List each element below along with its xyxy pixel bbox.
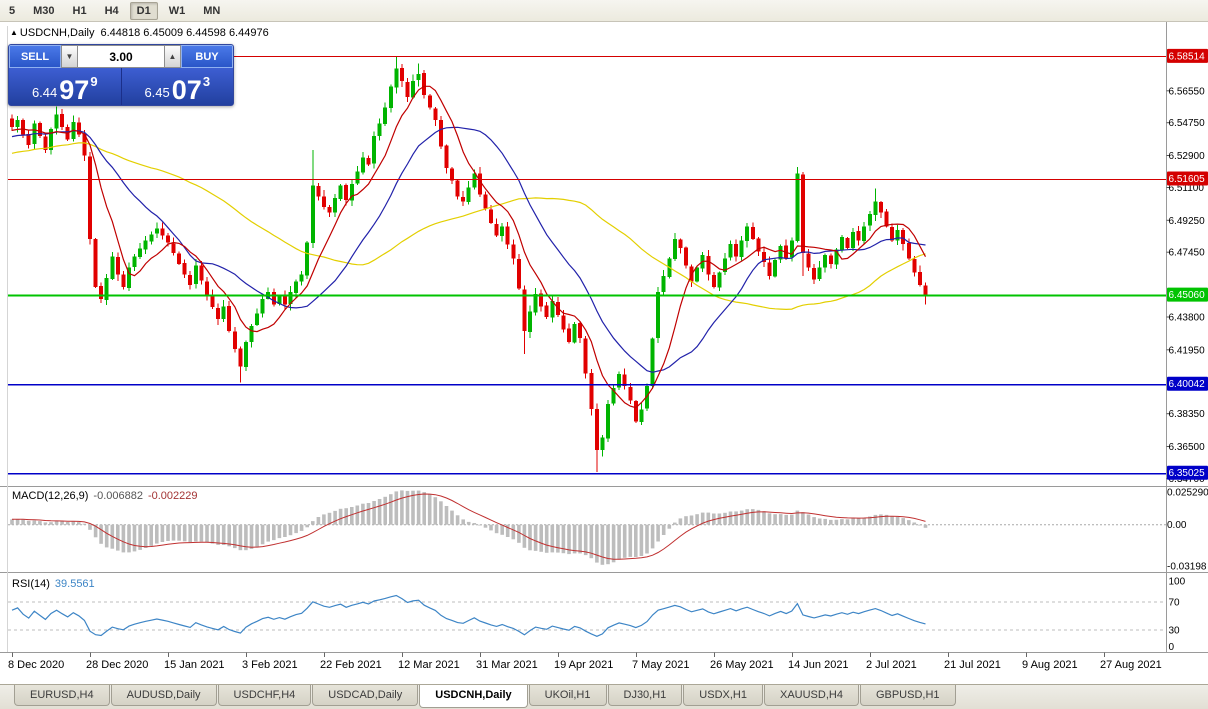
svg-text:31 Mar 2021: 31 Mar 2021 [476,659,538,671]
moving-averages-layer [11,85,927,409]
timeframe-button-m30[interactable]: M30 [26,2,61,20]
svg-text:28 Dec 2020: 28 Dec 2020 [86,659,148,671]
svg-text:30: 30 [1169,626,1181,637]
svg-text:6.35025: 6.35025 [1169,468,1206,479]
svg-text:6.52900: 6.52900 [1169,151,1206,162]
svg-text:15 Jan 2021: 15 Jan 2021 [164,659,225,671]
svg-text:100: 100 [1169,577,1186,588]
svg-text:12 Mar 2021: 12 Mar 2021 [398,659,460,671]
svg-text:6.45060: 6.45060 [1169,290,1206,301]
svg-text:6.38350: 6.38350 [1169,409,1206,420]
svg-text:-0.03198: -0.03198 [1167,562,1207,573]
timeframe-button-d1[interactable]: D1 [129,1,158,20]
trade-panel-controls-row: SELL ▼ 3.00 ▲ BUY [9,45,233,68]
svg-text:6.51100: 6.51100 [1169,183,1205,194]
chart-title: ▲ USDCNH,Daily 6.44818 6.45009 6.44598 6.4… [10,27,269,39]
macd-indicator-label: MACD(12,26,9) -0.006882 -0.002229 [12,490,198,502]
svg-text:6.49250: 6.49250 [1169,216,1206,227]
timeframe-button-w1[interactable]: W1 [162,2,193,20]
one-click-trade-panel: SELL ▼ 3.00 ▲ BUY 6.44 97 9 6.45 07 3 [8,44,234,106]
svg-text:27 Aug 2021: 27 Aug 2021 [1100,659,1162,671]
svg-text:19 Apr 2021: 19 Apr 2021 [554,659,613,671]
sell-price-prefix: 6.44 [31,85,58,100]
svg-text:6.43800: 6.43800 [1169,313,1206,324]
lot-increase-button[interactable]: ▲ [164,45,181,68]
svg-text:0.00: 0.00 [1167,520,1187,531]
svg-text:6.47450: 6.47450 [1169,248,1206,259]
tab-xauusd-h4[interactable]: XAUUSD,H4 [763,685,859,706]
chart-background [0,22,1208,684]
tab-usdcad-daily[interactable]: USDCAD,Daily [312,685,419,706]
lot-decrease-button[interactable]: ▼ [61,45,78,68]
svg-text:6.56550: 6.56550 [1169,86,1206,97]
svg-text:7 May 2021: 7 May 2021 [632,659,689,671]
timeframe-button-h4[interactable]: H4 [98,2,126,20]
macd-name: MACD(12,26,9) [12,490,89,502]
rsi-name: RSI(14) [12,578,50,590]
svg-text:6.40042: 6.40042 [1169,379,1206,390]
svg-text:6.54750: 6.54750 [1169,118,1206,129]
chart-ohlc-values: 6.44818 6.45009 6.44598 6.44976 [100,27,269,39]
trade-panel-prices-row: 6.44 97 9 6.45 07 3 [9,68,233,105]
tab-audusd-daily[interactable]: AUDUSD,Daily [110,685,217,706]
sell-price-big-digits: 97 [59,75,90,105]
timeframe-button-mn[interactable]: MN [196,2,227,20]
svg-text:26 May 2021: 26 May 2021 [710,659,774,671]
svg-text:22 Feb 2021: 22 Feb 2021 [320,659,382,671]
timeframe-button-5[interactable]: 5 [2,2,22,20]
tab-gbpusd-h1[interactable]: GBPUSD,H1 [859,685,956,706]
macd-panel-layer [8,490,1166,565]
timeframe-toolbar: 5 M30 H1 H4 D1 W1 MN [0,0,1208,22]
indicator-axis: 0.025290 0.00 -0.03198 100 70 30 0 [1167,488,1208,654]
svg-text:70: 70 [1169,598,1181,609]
rsi-panel-layer [8,594,1166,637]
svg-text:6.41950: 6.41950 [1169,345,1206,356]
panel-dividers [0,22,1208,653]
price-tag-6.40042[interactable]: 6.40042 [1167,376,1208,391]
tab-ukoil-h1[interactable]: UKOil,H1 [528,685,607,706]
symbol-tab-bar: EURUSD,H4 AUDUSD,Daily USDCHF,H4 USDCAD,Dai… [0,684,1208,709]
price-axis-tags: 6.58514 6.51605 6.45060 6.40042 6.35025 [1167,48,1208,480]
sell-button[interactable]: SELL [9,45,61,68]
price-tag-6.35025[interactable]: 6.35025 [1167,465,1208,480]
tab-usdx-h1[interactable]: USDX,H1 [683,685,763,706]
svg-text:21 Jul 2021: 21 Jul 2021 [944,659,1001,671]
buy-button[interactable]: BUY [181,45,233,68]
price-tag-6.51605[interactable]: 6.51605 [1167,171,1208,186]
timeframe-button-h1[interactable]: H1 [66,2,94,20]
svg-text:0.025290: 0.025290 [1167,488,1208,499]
sell-price-pipette: 9 [90,74,98,89]
one-click-trading-toggle-icon[interactable]: ▲ [10,28,18,37]
date-axis: 8 Dec 2020 28 Dec 2020 15 Jan 2021 3 Feb 20… [8,652,1162,671]
price-tag-6.45060[interactable]: 6.45060 [1167,287,1208,302]
svg-text:6.51605: 6.51605 [1169,174,1206,185]
lot-size-input[interactable]: 3.00 [78,45,164,68]
rsi-value: 39.5561 [54,578,95,590]
svg-text:9 Aug 2021: 9 Aug 2021 [1022,659,1078,671]
svg-text:6.36500: 6.36500 [1169,442,1206,453]
tab-dj30-h1[interactable]: DJ30,H1 [607,685,683,706]
macd-value-signal: -0.002229 [147,490,198,502]
macd-value-main: -0.006882 [93,490,143,502]
buy-price-pipette: 3 [202,74,211,89]
tab-usdchf-h4[interactable]: USDCHF,H4 [217,685,312,706]
svg-text:3 Feb 2021: 3 Feb 2021 [242,659,298,671]
chart-symbol-label: USDCNH,Daily [19,27,95,39]
svg-text:0: 0 [1169,642,1175,653]
svg-text:2 Jul 2021: 2 Jul 2021 [866,659,917,671]
buy-price-display[interactable]: 6.45 07 3 [121,68,233,105]
svg-text:14 Jun 2021: 14 Jun 2021 [788,659,849,671]
tab-eurusd-h4[interactable]: EURUSD,H4 [14,685,110,706]
sell-price-display[interactable]: 6.44 97 9 [9,68,121,105]
price-tag-6.58514[interactable]: 6.58514 [1167,48,1208,63]
buy-price-big-digits: 07 [171,75,202,105]
tab-usdcnh-daily[interactable]: USDCNH,Daily [419,685,528,708]
svg-text:8 Dec 2020: 8 Dec 2020 [8,659,64,671]
rsi-indicator-label: RSI(14) 39.5561 [12,578,95,590]
svg-text:6.58514: 6.58514 [1169,51,1206,62]
buy-price-prefix: 6.45 [144,85,170,100]
